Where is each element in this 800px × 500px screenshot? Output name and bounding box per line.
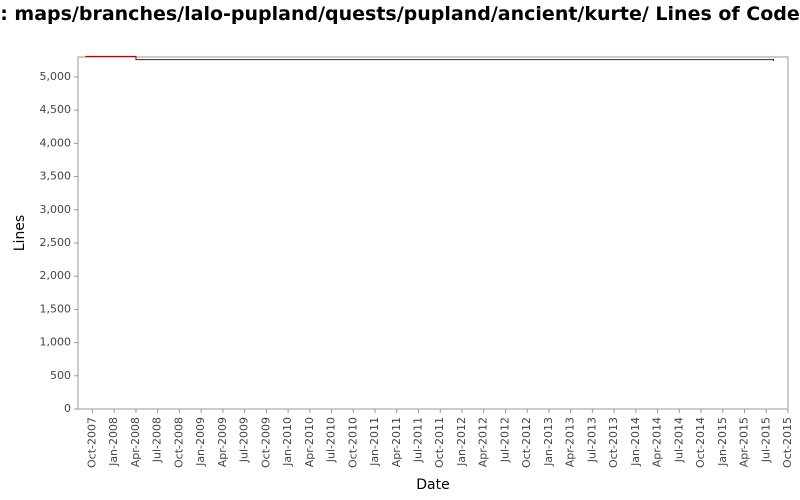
x-tick-label: Jan-2012 <box>455 417 468 467</box>
x-tick-label: Jan-2013 <box>542 417 555 467</box>
x-tick-label: Jul-2009 <box>238 417 251 463</box>
x-tick-label: Apr-2014 <box>651 417 664 467</box>
x-tick-label: Apr-2009 <box>216 417 229 467</box>
x-tick-label: Jul-2015 <box>759 417 772 463</box>
x-tick-label: Apr-2013 <box>564 417 577 467</box>
x-tick-label: Jul-2008 <box>151 417 164 463</box>
x-tick-label: Oct-2008 <box>172 417 185 468</box>
y-tick-label: 4,500 <box>40 103 72 116</box>
x-axis-label: Date <box>416 477 449 493</box>
x-tick-label: Apr-2008 <box>129 417 142 467</box>
y-tick-label: 0 <box>64 402 71 415</box>
x-tick-label: Jul-2013 <box>585 417 598 463</box>
y-axis-label: Lines <box>12 215 28 251</box>
x-tick-label: Apr-2010 <box>303 417 316 467</box>
x-tick-label: Oct-2013 <box>607 417 620 468</box>
x-tick-label: Jul-2012 <box>498 417 511 463</box>
x-tick-label: Jan-2011 <box>368 417 381 467</box>
y-tick-label: 3,000 <box>40 203 72 216</box>
y-tick-label: 1,500 <box>40 302 72 315</box>
y-tick-label: 500 <box>50 369 71 382</box>
x-tick-label: Jan-2014 <box>629 417 642 467</box>
x-tick-label: Oct-2012 <box>520 417 533 468</box>
x-tick-label: Apr-2015 <box>738 417 751 467</box>
x-tick-label: Oct-2015 <box>781 417 794 468</box>
x-tick-label: Jul-2011 <box>412 417 425 463</box>
y-tick-label: 2,500 <box>40 236 72 249</box>
x-tick-label: Jul-2014 <box>672 417 685 463</box>
y-tick-label: 1,000 <box>40 336 72 349</box>
chart-title: : maps/branches/lalo-pupland/quests/pupl… <box>0 3 800 25</box>
x-tick-label: Apr-2011 <box>390 417 403 467</box>
y-tick-label: 3,500 <box>40 170 72 183</box>
x-tick-label: Jan-2015 <box>716 417 729 467</box>
x-tick-label: Oct-2011 <box>433 417 446 468</box>
x-tick-label: Jul-2010 <box>325 417 338 463</box>
x-tick-label: Jan-2009 <box>194 417 207 467</box>
plot-area <box>77 56 789 410</box>
x-tick-label: Oct-2007 <box>85 417 98 468</box>
y-tick-label: 4,000 <box>40 136 72 149</box>
x-tick-label: Jan-2010 <box>281 417 294 467</box>
y-tick-label: 2,000 <box>40 269 72 282</box>
x-tick-label: Jan-2008 <box>107 417 120 467</box>
y-tick-label: 5,000 <box>40 70 72 83</box>
series-line <box>85 55 775 61</box>
x-tick-label: Oct-2014 <box>694 417 707 468</box>
x-tick-label: Oct-2010 <box>346 417 359 468</box>
x-tick-label: Oct-2009 <box>259 417 272 468</box>
x-tick-label: Apr-2012 <box>477 417 490 467</box>
